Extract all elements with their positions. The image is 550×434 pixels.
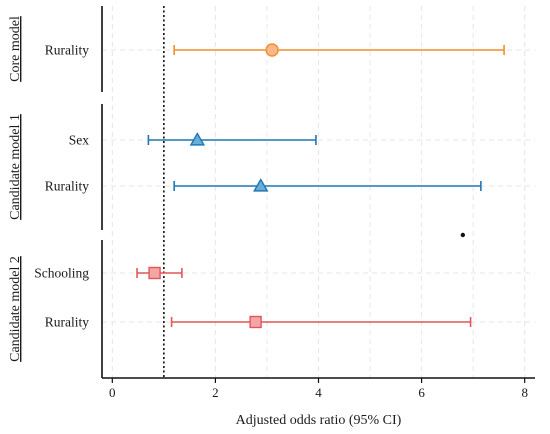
x-axis: 0 2 4 6 8 Adjusted odds ratio (95% CI) [102, 377, 535, 428]
confidence-intervals [136, 43, 505, 329]
panel-label: Core model [8, 16, 23, 82]
x-tick-label: 6 [418, 385, 425, 400]
x-tick-label: 8 [521, 385, 528, 400]
row-label: Rurality [45, 315, 89, 330]
point-estimate [253, 178, 269, 192]
labels: Core model Rurality Candidate model 1 Sex Ru… [8, 16, 89, 362]
point-estimate [189, 132, 206, 146]
x-tick-label: 0 [109, 385, 116, 400]
point-estimate [249, 315, 262, 329]
row-label: Rurality [45, 179, 89, 194]
row-label: Rurality [45, 43, 89, 58]
point-estimate [265, 43, 279, 57]
stray-point [460, 232, 466, 238]
row-label: Sex [69, 133, 90, 148]
x-tick-label: 2 [212, 385, 219, 400]
row-label: Schooling [34, 266, 89, 281]
panel-label: Candidate model 2 [8, 256, 23, 362]
x-tick-label: 4 [315, 385, 322, 400]
point-estimate [148, 266, 161, 280]
panel-label: Candidate model 1 [8, 114, 23, 220]
x-axis-title: Adjusted odds ratio (95% CI) [236, 413, 402, 428]
